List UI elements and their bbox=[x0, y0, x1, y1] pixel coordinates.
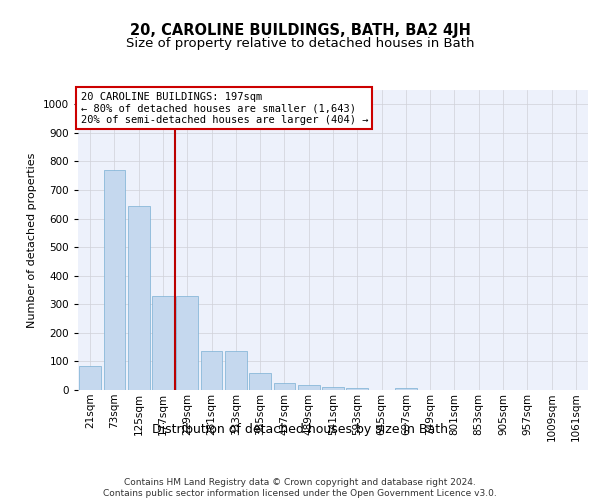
Bar bbox=[176, 296, 198, 390]
Text: 20, CAROLINE BUILDINGS, BATH, BA2 4JH: 20, CAROLINE BUILDINGS, BATH, BA2 4JH bbox=[130, 22, 470, 38]
Text: Distribution of detached houses by size in Bath: Distribution of detached houses by size … bbox=[152, 422, 448, 436]
Bar bbox=[395, 388, 417, 390]
Bar bbox=[249, 373, 271, 390]
Bar bbox=[346, 388, 368, 390]
Bar bbox=[104, 170, 125, 390]
Text: Size of property relative to detached houses in Bath: Size of property relative to detached ho… bbox=[126, 38, 474, 51]
Bar bbox=[128, 206, 149, 390]
Bar bbox=[152, 296, 174, 390]
Bar bbox=[274, 383, 295, 390]
Bar bbox=[298, 385, 320, 390]
Y-axis label: Number of detached properties: Number of detached properties bbox=[27, 152, 37, 328]
Bar bbox=[200, 352, 223, 390]
Bar bbox=[79, 366, 101, 390]
Bar bbox=[225, 352, 247, 390]
Text: 20 CAROLINE BUILDINGS: 197sqm
← 80% of detached houses are smaller (1,643)
20% o: 20 CAROLINE BUILDINGS: 197sqm ← 80% of d… bbox=[80, 92, 368, 124]
Text: Contains HM Land Registry data © Crown copyright and database right 2024.
Contai: Contains HM Land Registry data © Crown c… bbox=[103, 478, 497, 498]
Bar bbox=[322, 386, 344, 390]
